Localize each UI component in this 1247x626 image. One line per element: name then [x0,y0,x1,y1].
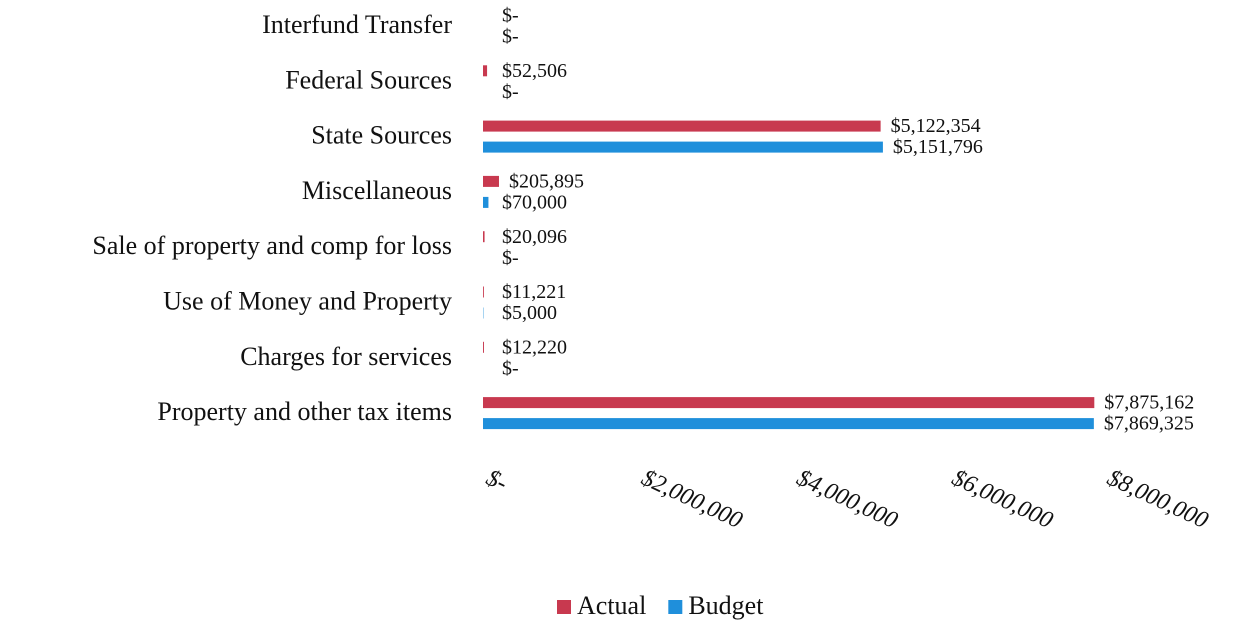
bar [483,196,489,208]
x-tick-label: $6,000,000 [948,465,1057,534]
category-label: Interfund Transfer [262,10,452,39]
category-label: Charges for services [240,342,452,371]
bar [483,120,881,132]
value-label: $- [502,247,519,269]
category-label: Federal Sources [285,65,452,94]
value-label: $5,151,796 [893,136,983,158]
bar [483,397,1095,409]
bar [483,65,488,77]
bar [483,418,1094,430]
bar [483,286,484,298]
legend-swatch [668,600,683,614]
value-label: $5,122,354 [891,115,981,137]
value-label: $7,869,325 [1104,413,1194,435]
x-tick-label: $4,000,000 [793,465,902,534]
x-tick-label: $- [482,465,511,497]
legend-label: Actual [577,591,646,620]
value-label: $5,000 [502,302,557,324]
bar [483,175,499,187]
value-label: $12,220 [502,336,567,358]
value-label: $70,000 [502,191,567,213]
bar [483,341,484,353]
value-label: $20,096 [502,226,567,248]
value-label: $- [502,26,519,48]
value-label: $52,506 [502,60,567,82]
value-label: $- [502,81,519,103]
category-label: Miscellaneous [302,176,452,205]
category-label: Sale of property and comp for loss [92,231,452,260]
x-tick-label: $8,000,000 [1103,465,1212,534]
bar [483,231,485,243]
value-label: $205,895 [509,170,584,192]
legend-label: Budget [688,591,764,620]
category-label: Property and other tax items [157,397,452,426]
bar [483,141,883,153]
x-tick-label: $2,000,000 [637,465,746,534]
category-label: Use of Money and Property [163,286,452,315]
value-label: $- [502,5,519,27]
legend-swatch [557,600,571,614]
value-label: $7,875,162 [1104,392,1194,414]
value-label: $11,221 [502,281,566,303]
category-label: State Sources [311,121,452,150]
value-label: $- [502,357,519,379]
